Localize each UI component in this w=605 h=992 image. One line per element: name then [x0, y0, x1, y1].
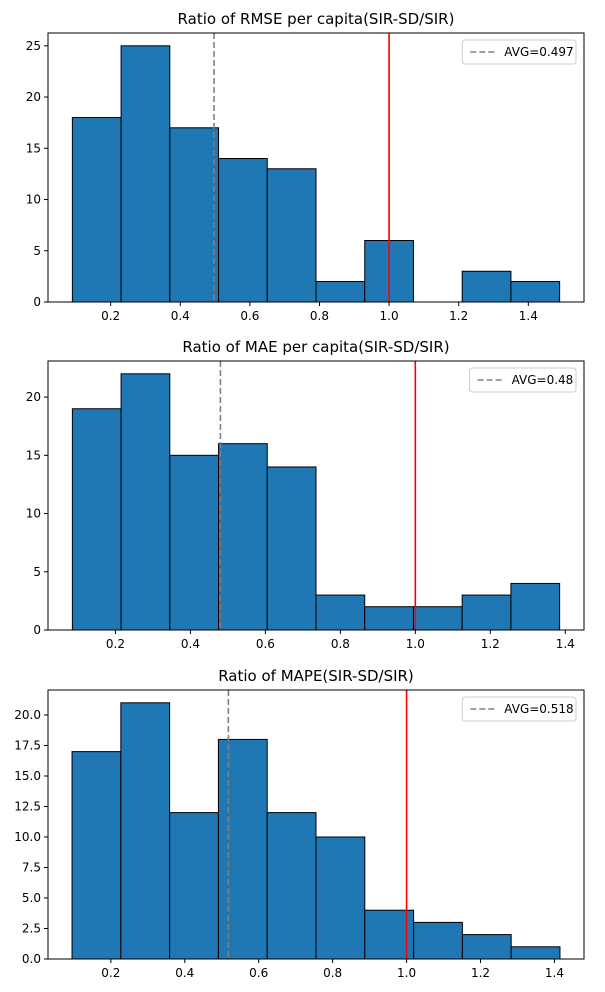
axes-frame	[47, 32, 585, 303]
legend: AVG=0.48	[469, 367, 577, 393]
y-tick-label: 15.0	[14, 769, 41, 783]
legend-box	[469, 367, 577, 393]
x-tick-label: 0.8	[323, 966, 342, 980]
histogram-bar	[315, 594, 366, 631]
histogram-bar	[510, 582, 561, 631]
y-tick-label: 10	[26, 193, 41, 207]
y-tick-label: 12.5	[14, 800, 41, 814]
x-tick-label: 1.0	[380, 309, 399, 323]
axes-frame	[47, 689, 585, 960]
histogram-bar	[169, 812, 219, 960]
subplot-3: Ratio of MAPE(SIR-SD/SIR) 0.2 0.4 0.6 0.8 1.0…	[14, 667, 585, 980]
y-tick-label: 25	[26, 39, 41, 53]
x-tick-label: 0.2	[106, 637, 125, 651]
histogram-bar	[315, 281, 366, 303]
histogram-bar	[461, 270, 512, 303]
x-tick-label: 1.0	[406, 637, 425, 651]
legend-box	[461, 696, 577, 722]
legend-box	[461, 39, 577, 65]
x-tick-label: 0.4	[181, 637, 200, 651]
y-tick-label: 0	[33, 623, 41, 637]
chart-title: Ratio of MAPE(SIR-SD/SIR)	[218, 667, 414, 685]
histogram-bar	[217, 738, 268, 960]
histogram-bar	[364, 606, 414, 631]
legend: AVG=0.497	[461, 39, 577, 65]
histogram-bar	[218, 158, 268, 303]
legend-label: AVG=0.48	[512, 373, 574, 387]
histogram-bar	[169, 454, 220, 631]
histogram-bar	[510, 281, 561, 303]
x-tick-label: 0.2	[101, 309, 120, 323]
x-tick-label: 0.2	[101, 966, 120, 980]
x-tick-label: 1.2	[471, 966, 490, 980]
histogram-bar	[461, 594, 512, 631]
y-tick-label: 2.5	[22, 922, 41, 936]
histogram-bar	[169, 127, 220, 303]
histogram-bar	[120, 702, 171, 960]
y-tick-label: 20	[26, 90, 41, 104]
y-tick-label: 15	[26, 448, 41, 462]
y-tick-label: 5	[33, 244, 41, 258]
y-tick-label: 17.5	[14, 739, 41, 753]
y-tick-label: 15	[26, 141, 41, 155]
legend-label: AVG=0.518	[504, 702, 573, 716]
subplot-2: Ratio of MAE per capita(SIR-SD/SIR) 0.2 0.…	[26, 338, 585, 651]
histogram-bar	[461, 934, 512, 960]
x-tick-label: 0.8	[331, 637, 350, 651]
x-tick-label: 0.4	[175, 966, 194, 980]
y-tick-label: 5.0	[22, 891, 41, 905]
histogram-bar	[218, 443, 268, 631]
y-tick-label: 10.0	[14, 830, 41, 844]
histogram-bar	[413, 921, 463, 960]
x-tick-label: 1.2	[481, 637, 500, 651]
x-tick-label: 1.0	[397, 966, 416, 980]
x-tick-label: 0.6	[240, 309, 259, 323]
histogram-bar	[315, 836, 366, 960]
legend: AVG=0.518	[461, 696, 577, 722]
y-tick-label: 20.0	[14, 708, 41, 722]
y-tick-label: 5	[33, 565, 41, 579]
histogram-bar	[120, 373, 171, 631]
histogram-bar	[364, 909, 415, 960]
x-tick-label: 1.4	[556, 637, 575, 651]
x-tick-label: 0.4	[171, 309, 190, 323]
y-tick-label: 0	[33, 295, 41, 309]
chart-title: Ratio of MAE per capita(SIR-SD/SIR)	[182, 338, 449, 356]
axes-frame	[47, 360, 585, 631]
subplot-1: Ratio of RMSE per capita(SIR-SD/SIR) 0.2 0…	[26, 10, 585, 323]
histogram-bar	[120, 45, 171, 303]
histogram-bar	[510, 946, 561, 960]
legend-label: AVG=0.497	[504, 45, 573, 59]
histogram-bar	[266, 168, 317, 303]
y-tick-label: 0.0	[22, 952, 41, 966]
x-tick-label: 1.4	[545, 966, 564, 980]
x-tick-label: 0.8	[310, 309, 329, 323]
x-tick-label: 0.6	[249, 966, 268, 980]
x-tick-label: 0.6	[256, 637, 275, 651]
x-tick-label: 1.2	[449, 309, 468, 323]
chart-title: Ratio of RMSE per capita(SIR-SD/SIR)	[178, 10, 455, 28]
y-tick-label: 7.5	[22, 861, 41, 875]
y-tick-label: 20	[26, 390, 41, 404]
histogram-bar	[71, 408, 122, 631]
histogram-bar	[266, 812, 317, 960]
histogram-bar	[71, 751, 122, 960]
y-tick-label: 10	[26, 507, 41, 521]
histogram-bar	[266, 466, 317, 631]
x-tick-label: 1.4	[519, 309, 538, 323]
histogram-bar	[412, 606, 463, 631]
histogram-bar	[71, 117, 122, 303]
